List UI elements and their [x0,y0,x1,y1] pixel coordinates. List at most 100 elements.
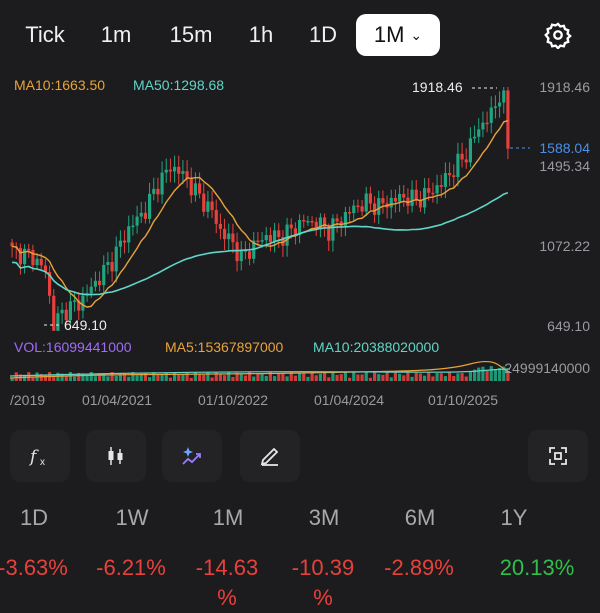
volume-bar [473,369,477,381]
period-1d[interactable]: 1D [19,505,49,530]
candle-body [210,201,214,210]
volume-bar [77,372,81,381]
candle-body [114,246,118,272]
period-6m[interactable]: 6M [404,505,436,530]
candle-body [98,280,102,286]
period-1w[interactable]: 1W [115,505,149,530]
ma10-vol-label: MA10:20388020000 [313,339,439,355]
candle-body [43,265,47,273]
indicator-button[interactable]: f x [10,430,70,482]
candle-body [502,90,506,103]
price-chart[interactable]: MA10:1663.50 MA50:1298.68 1918.46 1495.34… [0,70,600,415]
candle-body [193,183,197,196]
candle-body [456,153,460,178]
candle-body [452,175,456,178]
candle-body [310,221,314,223]
volume-bar [252,376,256,381]
ma5-vol-label: MA5:15367897000 [165,339,284,355]
volume-bar [127,376,131,381]
svg-text:x: x [40,457,45,468]
volume-bar [27,372,31,381]
candle-body [481,122,485,130]
candle-body [18,247,22,265]
tf-1d[interactable]: 1D [308,22,338,47]
ai-analysis-button[interactable] [162,430,222,482]
high-label: 1918.46 [412,79,463,95]
candle-body [181,171,185,174]
candle-body [343,212,347,226]
candle-body [339,221,343,226]
volume-bar [193,372,197,381]
candle-body [139,212,143,217]
x-axis-label: 01/10/2025 [428,392,498,408]
chevron-down-icon: ⌄ [410,27,423,43]
candle-body [160,172,164,195]
candle-body [127,226,131,243]
volume-bar [289,372,293,381]
volume-bar [302,372,306,381]
volume-bar [31,377,35,381]
candle-body [173,166,177,172]
candle-body [202,193,206,212]
volume-bar [410,376,414,381]
y-axis: 1918.46 1495.34 1072.22 649.10 1588.04 [510,79,590,334]
candle-body [214,209,218,224]
volume-bar [348,377,352,381]
gear-icon[interactable] [544,21,572,49]
volume-bar [327,377,331,381]
volume-bar [227,372,231,381]
candle-body [60,309,64,314]
candle-body [31,249,35,266]
candle-body [389,197,393,208]
volume-bar [493,369,497,381]
tf-1m[interactable]: 1m [100,22,132,47]
candle-body [277,230,281,237]
candle-body [460,153,464,160]
candle-body [39,258,43,266]
tf-1M-selected[interactable]: 1M ⌄ [356,14,440,56]
moving-averages [11,119,509,308]
change-1m: -14.63 % [195,555,259,610]
volume-bar [468,372,472,381]
volume-bar [218,373,222,381]
volume-bar [52,377,56,381]
fullscreen-button[interactable] [528,430,588,482]
volume-bar [285,376,289,381]
period-3m[interactable]: 3M [308,505,340,530]
tf-tick[interactable]: Tick [25,22,65,47]
volume-bar [281,373,285,381]
volume-bar [368,377,372,381]
volume-bar [360,374,364,381]
volume-bar [298,373,302,381]
candle-body [177,166,181,174]
x-axis-label: 01/10/2022 [198,392,268,408]
volume-bar [293,375,297,381]
candle-body [364,193,368,212]
tf-15m[interactable]: 15m [169,22,213,47]
candle-body [118,240,122,247]
period-1y[interactable]: 1Y [500,505,528,530]
x-axis-label: /2019 [10,392,45,408]
candle-body [352,205,356,214]
volume-bar [202,374,206,381]
volume-bar [60,373,64,381]
candle-body [398,193,402,202]
candle-body [293,228,297,236]
candle-body [106,261,110,265]
tf-1h[interactable]: 1h [248,22,274,47]
candle-body [56,313,60,331]
volume-bar [93,376,97,381]
candle-type-button[interactable] [86,430,146,482]
volume-bar [485,370,489,381]
volume-bar [402,375,406,381]
volume-bar [498,367,502,381]
volume-bar [152,372,156,381]
candle-body [506,90,510,149]
vol-label: VOL:16099441000 [14,339,132,355]
volume-bar [210,377,214,381]
draw-button[interactable] [240,430,300,482]
candle-body [439,185,443,187]
volume-bar [339,374,343,381]
period-1m[interactable]: 1M [212,505,244,530]
volume-bar [189,377,193,381]
